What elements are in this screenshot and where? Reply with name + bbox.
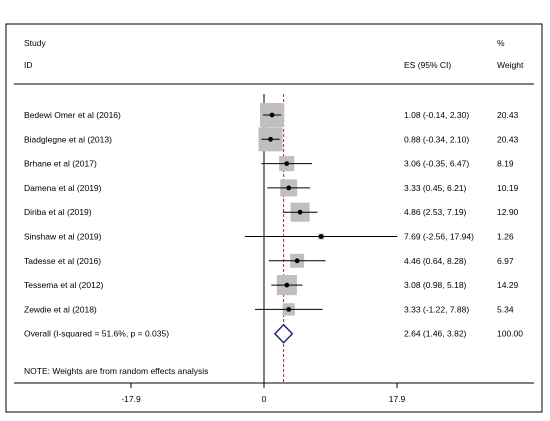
x-axis-ticks: -17.9 0 17.9	[121, 383, 406, 404]
point-estimate	[286, 307, 292, 312]
weight-text: 8.19	[497, 159, 514, 169]
ci-text: 4.86 (2.53, 7.19)	[404, 207, 467, 217]
header-id: ID	[24, 60, 33, 70]
ci-text: 4.46 (0.64, 8.28)	[404, 256, 467, 266]
study-row: Tessema et al (2012) 3.08 (0.98, 5.18) 14.…	[24, 275, 519, 296]
point-estimate	[318, 234, 324, 239]
point-estimate	[297, 209, 303, 215]
study-row: Bedewi Omer et al (2016) 1.08 (-0.14, 2.3…	[24, 103, 519, 127]
weight-text: 6.97	[497, 256, 514, 266]
study-label: Tessema et al (2012)	[24, 280, 104, 290]
ci-text: 3.06 (-0.35, 6.47)	[404, 159, 469, 169]
x-tick-label: 17.9	[389, 394, 406, 404]
overall-label: Overall (I-squared = 51.6%, p = 0.035)	[24, 329, 169, 339]
overall-weight-text: 100.00	[497, 329, 523, 339]
ci-text: 3.08 (0.98, 5.18)	[404, 280, 467, 290]
study-label: Zewdie et al (2018)	[24, 304, 97, 314]
x-tick-label: 0	[262, 394, 267, 404]
study-row: Tadesse et al (2016) 4.46 (0.64, 8.28) 6.9…	[24, 253, 514, 268]
study-label: Damena et al (2019)	[24, 183, 102, 193]
point-estimate	[286, 185, 292, 191]
ci-text: 3.33 (-1.22, 7.88)	[404, 304, 469, 314]
weight-text: 20.43	[497, 134, 519, 144]
study-rows: Bedewi Omer et al (2016) 1.08 (-0.14, 2.3…	[24, 103, 519, 316]
study-label: Bedewi Omer et al (2016)	[24, 110, 121, 120]
header-es: ES (95% CI)	[404, 60, 451, 70]
weight-text: 10.19	[497, 183, 519, 193]
plot-frame	[5, 23, 543, 413]
note-text: NOTE: Weights are from random effects an…	[24, 366, 208, 376]
study-label: Biadglegne et al (2013)	[24, 134, 112, 144]
header-percent: %	[497, 38, 505, 48]
study-label: Brhane et al (2017)	[24, 159, 97, 169]
study-row: Biadglegne et al (2013) 0.88 (-0.34, 2.10…	[24, 127, 519, 152]
study-row: Zewdie et al (2018) 3.33 (-1.22, 7.88) 5.3…	[24, 303, 514, 316]
ci-text: 1.08 (-0.14, 2.30)	[404, 110, 469, 120]
point-estimate	[269, 112, 275, 118]
study-row: Damena et al (2019) 3.33 (0.45, 6.21) 10.1…	[24, 179, 519, 197]
weight-text: 5.34	[497, 304, 514, 314]
header-study: Study	[24, 38, 46, 48]
ci-text: 3.33 (0.45, 6.21)	[404, 183, 467, 193]
overall-diamond	[273, 323, 294, 344]
overall-ci-text: 2.64 (1.46, 3.82)	[404, 329, 467, 339]
x-tick-label: -17.9	[121, 394, 141, 404]
weight-text: 1.26	[497, 232, 514, 242]
weight-text: 14.29	[497, 280, 519, 290]
point-estimate	[284, 282, 290, 288]
header-weight: Weight	[497, 60, 524, 70]
study-label: Tadesse et al (2016)	[24, 256, 101, 266]
study-label: Diriba et al (2019)	[24, 207, 92, 217]
study-row: Sinshaw et al (2019) 7.69 (-2.56, 17.94) 1…	[24, 232, 514, 242]
point-estimate	[294, 258, 300, 264]
study-row: Diriba et al (2019) 4.86 (2.53, 7.19) 12.9…	[24, 202, 519, 222]
point-estimate	[268, 136, 273, 142]
weight-text: 20.43	[497, 110, 519, 120]
overall-row: Overall (I-squared = 51.6%, p = 0.035) 2.…	[24, 323, 523, 344]
study-label: Sinshaw et al (2019)	[24, 232, 102, 242]
study-row: Brhane et al (2017) 3.06 (-0.35, 6.47) 8.1…	[24, 156, 514, 172]
point-estimate	[284, 161, 290, 167]
weight-text: 12.90	[497, 207, 519, 217]
ci-text: 7.69 (-2.56, 17.94)	[404, 232, 474, 242]
ci-text: 0.88 (-0.34, 2.10)	[404, 134, 469, 144]
